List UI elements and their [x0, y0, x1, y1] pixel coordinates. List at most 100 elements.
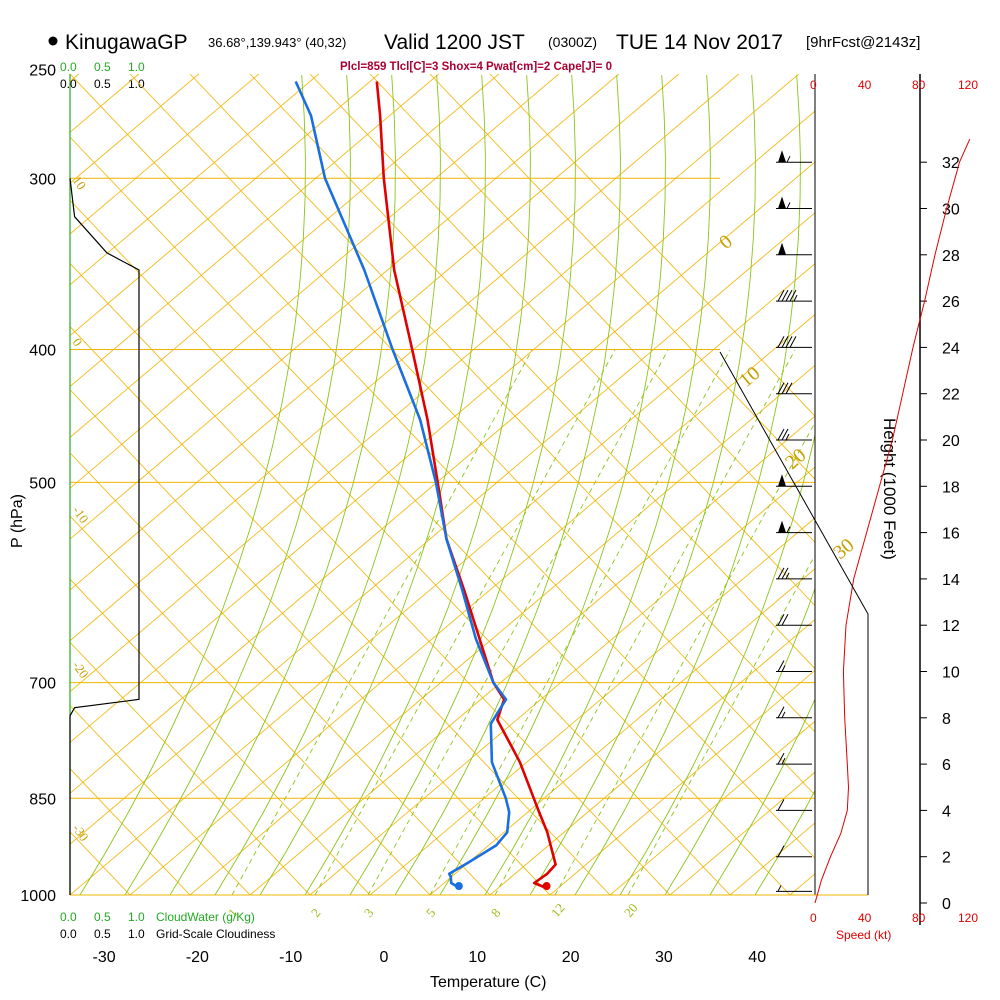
dry-adiabat-line	[70, 74, 260, 235]
wind-barb	[776, 885, 812, 892]
wind-barb-half-flag	[785, 433, 790, 441]
moist-adiabat-line	[259, 74, 486, 895]
dry-adiabat-line	[70, 74, 740, 642]
wind-barb	[776, 799, 812, 811]
x-tick-label: -30	[93, 949, 116, 966]
dry-adiabat-line	[70, 262, 671, 895]
dry-adiabat-line	[70, 74, 800, 693]
x-tick-label: 10	[468, 949, 486, 966]
dry-adiabat-label: -10	[70, 503, 92, 526]
cloudwater-scale-top: 0.0 0.5 1.0 0.0 0.5 1.0	[60, 60, 145, 91]
dry-adiabat-line	[0, 74, 19, 895]
surface-dewpoint-marker	[454, 882, 463, 891]
dry-adiabat-label: 0	[70, 335, 86, 349]
svg-text:80: 80	[912, 911, 926, 925]
svg-text:40: 40	[858, 78, 872, 92]
svg-text:1.0: 1.0	[128, 60, 145, 74]
mixing-ratio-line	[231, 349, 533, 895]
y-tick-label: 850	[29, 791, 56, 808]
moist-adiabat-line	[304, 74, 531, 895]
dry-adiabat-line	[369, 74, 815, 544]
forecast-label: [9hrFcst@2143z]	[806, 34, 920, 51]
wind-barb-flag	[777, 382, 785, 394]
wind-barb-half-flag	[781, 665, 786, 672]
wind-barb	[776, 336, 812, 348]
wind-barb	[776, 567, 812, 580]
dewpoint-trace	[294, 80, 511, 891]
dry-adiabat-line	[70, 74, 680, 591]
y-tick-label: 300	[29, 171, 56, 188]
moist-adiabat-line	[709, 698, 815, 895]
wind-barb-flag	[777, 706, 785, 719]
valid-date: TUE 14 Nov 2017	[616, 31, 783, 54]
wind-barb-pennant	[778, 520, 786, 533]
wind-barb	[776, 289, 812, 302]
dry-adiabat-line	[70, 831, 131, 895]
wind-barb-flag	[785, 289, 793, 302]
wind-barb-flag	[777, 799, 785, 811]
dry-adiabat-line	[70, 578, 371, 895]
mixing-ratio-label: 2	[308, 905, 324, 920]
wind-barb-half-flag	[786, 202, 791, 209]
dry-adiabat-line	[70, 641, 311, 895]
wind-barb-flag	[777, 752, 785, 765]
dry-adiabat-line	[429, 568, 815, 895]
dry-adiabat-line	[70, 74, 560, 489]
dry-adiabat-line	[609, 720, 815, 895]
dry-adiabat-line	[70, 704, 251, 895]
wind-barb-flag	[781, 382, 789, 394]
dry-adiabat-label: 30	[829, 534, 858, 564]
dry-adiabat-line	[70, 74, 440, 388]
dry-adiabat-line	[309, 74, 815, 607]
height-tick-label: 8	[942, 711, 951, 728]
wind-barb-half-flag	[793, 294, 798, 302]
y-axis: 250 300 400 500 700 850 1000	[20, 63, 56, 905]
x-tick-label: -20	[186, 949, 209, 966]
svg-text:0: 0	[810, 911, 817, 925]
wind-barb-pennant	[778, 474, 786, 487]
svg-text:0.5: 0.5	[94, 910, 111, 924]
dry-adiabat-line	[70, 212, 815, 845]
dry-adiabat-line	[70, 74, 140, 133]
wind-barb-flag	[781, 289, 789, 302]
mixing-ratio-line	[367, 349, 669, 895]
x-tick-label: -10	[279, 949, 302, 966]
speed-axis-label: Speed (kt)	[836, 928, 891, 942]
mixing-ratio-label: 8	[488, 905, 504, 920]
dry-adiabat-line	[70, 74, 320, 286]
cloudwater-scale-bottom: 0.0 0.5 1.0 CloudWater (g/Kg) 0.0 0.5 1.…	[60, 910, 275, 941]
wind-barb-half-flag	[785, 572, 790, 580]
moist-adiabat-line	[124, 74, 351, 895]
y-tick-label: 400	[29, 343, 56, 360]
wind-barb-pennant	[778, 242, 786, 255]
wind-barbs	[776, 150, 812, 892]
mixing-ratio-label: 20	[621, 900, 641, 920]
mixing-ratio-line	[494, 349, 796, 895]
speed-scale-top: 0 40 80 120	[810, 78, 978, 92]
dry-adiabat-line	[70, 74, 620, 540]
wind-barb	[776, 196, 812, 209]
wind-barb-flag	[781, 567, 789, 580]
mixing-ratio-line	[429, 349, 731, 895]
dry-adiabat-label: -30	[70, 821, 92, 844]
svg-text:80: 80	[912, 78, 926, 92]
dry-adiabat-line	[70, 199, 731, 895]
y-tick-label: 500	[29, 475, 56, 492]
wind-barb	[776, 845, 812, 858]
wind-barb-flag	[777, 660, 785, 672]
cloudiness-label: Grid-Scale Cloudiness	[156, 927, 275, 941]
y-tick-label: 250	[29, 63, 56, 80]
moist-adiabat-line	[169, 74, 396, 895]
cloudiness-profile-line	[69, 178, 140, 895]
wind-barb-flag	[789, 336, 797, 348]
dry-adiabat-line	[70, 74, 815, 859]
mixing-ratio-line	[554, 421, 815, 895]
height-tick-label: 18	[942, 479, 960, 496]
dry-adiabat-line	[549, 669, 815, 895]
wind-barb-half-flag	[786, 155, 791, 163]
svg-text:1.0: 1.0	[128, 927, 145, 941]
wind-barb-pennant	[778, 196, 786, 209]
svg-text:120: 120	[958, 78, 978, 92]
x-tick-label: 30	[655, 949, 673, 966]
